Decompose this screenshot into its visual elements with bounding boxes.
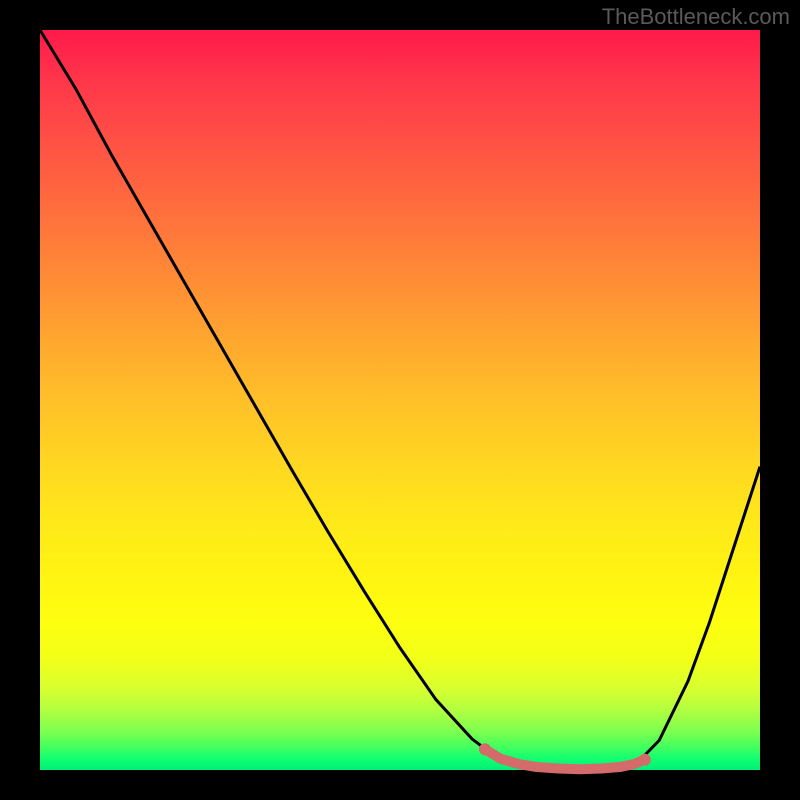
optimal-range-marker [485, 749, 645, 769]
watermark-text: TheBottleneck.com [602, 4, 790, 30]
bottleneck-curve [40, 30, 760, 770]
optimal-endpoint-dot [639, 754, 651, 766]
chart-svg [40, 30, 760, 770]
optimal-endpoint-dot [479, 743, 491, 755]
bottleneck-chart [40, 30, 760, 770]
